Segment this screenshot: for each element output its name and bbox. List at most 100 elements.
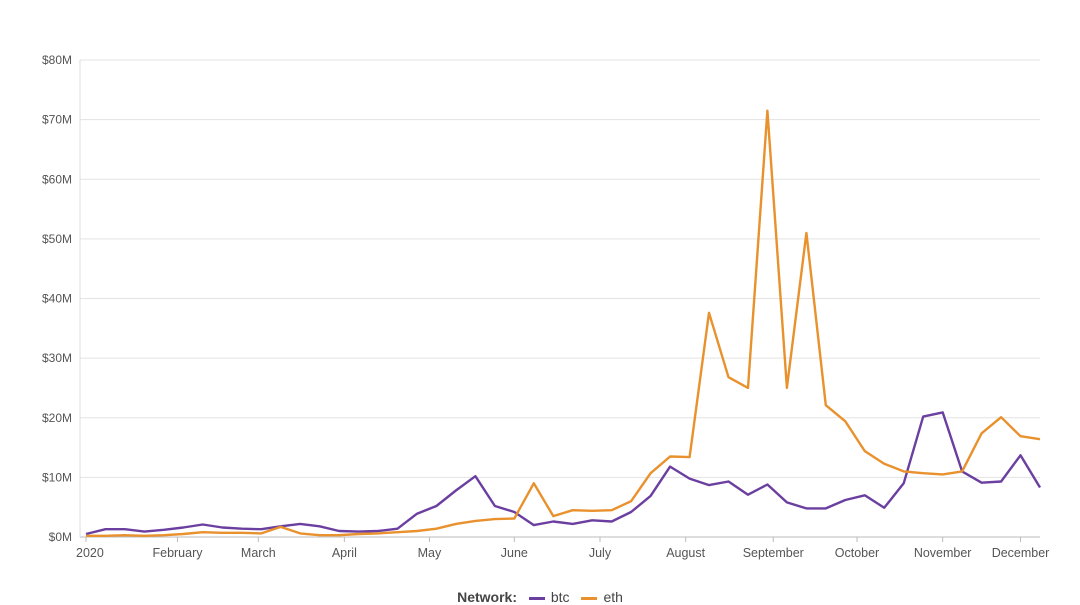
data-point-btc[interactable] bbox=[122, 526, 128, 532]
data-point-btc[interactable] bbox=[940, 409, 946, 415]
data-point-eth[interactable] bbox=[862, 448, 868, 454]
data-point-eth[interactable] bbox=[200, 529, 206, 535]
data-point-eth[interactable] bbox=[901, 468, 907, 474]
data-point-eth[interactable] bbox=[336, 532, 342, 538]
y-tick-label: $80M bbox=[42, 53, 72, 67]
data-point-btc[interactable] bbox=[433, 503, 439, 509]
data-point-eth[interactable] bbox=[784, 385, 790, 391]
data-point-btc[interactable] bbox=[764, 482, 770, 488]
data-point-eth[interactable] bbox=[141, 533, 147, 539]
data-point-eth[interactable] bbox=[239, 530, 245, 536]
data-point-btc[interactable] bbox=[803, 505, 809, 511]
data-point-btc[interactable] bbox=[667, 464, 673, 470]
data-point-eth[interactable] bbox=[278, 524, 284, 530]
data-point-eth[interactable] bbox=[492, 516, 498, 522]
data-point-eth[interactable] bbox=[161, 532, 167, 538]
data-point-eth[interactable] bbox=[1018, 433, 1024, 439]
data-point-btc[interactable] bbox=[472, 473, 478, 479]
data-point-eth[interactable] bbox=[745, 385, 751, 391]
data-point-btc[interactable] bbox=[979, 480, 985, 486]
data-point-eth[interactable] bbox=[453, 521, 459, 527]
data-point-eth[interactable] bbox=[648, 470, 654, 476]
data-point-eth[interactable] bbox=[979, 430, 985, 436]
data-point-btc[interactable] bbox=[453, 487, 459, 493]
data-point-eth[interactable] bbox=[180, 531, 186, 537]
data-point-btc[interactable] bbox=[609, 518, 615, 524]
series-line-btc bbox=[85, 411, 1042, 536]
data-point-eth[interactable] bbox=[122, 532, 128, 538]
data-point-btc[interactable] bbox=[725, 479, 731, 485]
data-point-btc[interactable] bbox=[1018, 452, 1024, 458]
gridlines bbox=[79, 59, 1040, 538]
data-point-btc[interactable] bbox=[102, 526, 108, 532]
legend-label-btc[interactable]: btc bbox=[550, 589, 570, 605]
data-point-btc[interactable] bbox=[180, 524, 186, 530]
data-point-eth[interactable] bbox=[667, 454, 673, 460]
data-point-eth[interactable] bbox=[1037, 436, 1043, 442]
y-tick-label: $30M bbox=[42, 351, 72, 365]
data-point-btc[interactable] bbox=[492, 503, 498, 509]
data-point-eth[interactable] bbox=[83, 533, 89, 539]
data-point-btc[interactable] bbox=[1037, 485, 1043, 491]
data-point-eth[interactable] bbox=[258, 530, 264, 536]
data-point-eth[interactable] bbox=[803, 230, 809, 236]
data-point-eth[interactable] bbox=[356, 531, 362, 537]
data-point-btc[interactable] bbox=[901, 480, 907, 486]
data-point-btc[interactable] bbox=[687, 476, 693, 482]
data-point-btc[interactable] bbox=[161, 527, 167, 533]
data-point-eth[interactable] bbox=[531, 480, 537, 486]
data-point-btc[interactable] bbox=[842, 497, 848, 503]
data-point-eth[interactable] bbox=[609, 507, 615, 513]
data-point-eth[interactable] bbox=[706, 310, 712, 316]
data-point-btc[interactable] bbox=[881, 505, 887, 511]
data-point-eth[interactable] bbox=[375, 530, 381, 536]
data-point-eth[interactable] bbox=[433, 526, 439, 532]
data-point-btc[interactable] bbox=[706, 482, 712, 488]
data-point-eth[interactable] bbox=[959, 468, 965, 474]
data-point-eth[interactable] bbox=[102, 533, 108, 539]
data-point-btc[interactable] bbox=[823, 505, 829, 511]
data-point-eth[interactable] bbox=[998, 414, 1004, 420]
x-tick-label: July bbox=[589, 546, 612, 560]
data-point-eth[interactable] bbox=[550, 513, 556, 519]
data-point-btc[interactable] bbox=[219, 524, 225, 530]
data-point-eth[interactable] bbox=[414, 528, 420, 534]
y-tick-label: $60M bbox=[42, 172, 72, 186]
data-point-btc[interactable] bbox=[920, 414, 926, 420]
data-point-btc[interactable] bbox=[648, 493, 654, 499]
data-point-eth[interactable] bbox=[823, 402, 829, 408]
data-point-btc[interactable] bbox=[628, 509, 634, 515]
data-point-eth[interactable] bbox=[472, 518, 478, 524]
data-point-eth[interactable] bbox=[589, 508, 595, 514]
data-point-btc[interactable] bbox=[414, 511, 420, 517]
data-point-btc[interactable] bbox=[297, 521, 303, 527]
data-point-btc[interactable] bbox=[998, 479, 1004, 485]
data-point-btc[interactable] bbox=[531, 522, 537, 528]
data-point-eth[interactable] bbox=[219, 530, 225, 536]
data-point-btc[interactable] bbox=[589, 517, 595, 523]
x-tick-label: May bbox=[418, 546, 442, 560]
data-point-eth[interactable] bbox=[297, 530, 303, 536]
data-point-eth[interactable] bbox=[764, 108, 770, 114]
data-point-btc[interactable] bbox=[550, 518, 556, 524]
data-point-eth[interactable] bbox=[511, 516, 517, 522]
legend-label-eth[interactable]: eth bbox=[603, 589, 623, 605]
data-point-eth[interactable] bbox=[395, 529, 401, 535]
data-point-eth[interactable] bbox=[570, 507, 576, 513]
data-point-eth[interactable] bbox=[687, 454, 693, 460]
data-point-eth[interactable] bbox=[842, 418, 848, 424]
data-point-btc[interactable] bbox=[200, 521, 206, 527]
data-point-eth[interactable] bbox=[725, 374, 731, 380]
data-point-eth[interactable] bbox=[881, 461, 887, 467]
data-point-btc[interactable] bbox=[570, 521, 576, 527]
data-point-eth[interactable] bbox=[940, 471, 946, 477]
data-point-btc[interactable] bbox=[862, 492, 868, 498]
series-line-eth bbox=[86, 109, 1041, 537]
data-point-btc[interactable] bbox=[784, 499, 790, 505]
data-point-btc[interactable] bbox=[317, 523, 323, 529]
data-point-eth[interactable] bbox=[628, 498, 634, 504]
data-point-eth[interactable] bbox=[317, 532, 323, 538]
y-tick-label: $10M bbox=[42, 470, 72, 484]
data-point-eth[interactable] bbox=[920, 470, 926, 476]
data-point-btc[interactable] bbox=[745, 492, 751, 498]
